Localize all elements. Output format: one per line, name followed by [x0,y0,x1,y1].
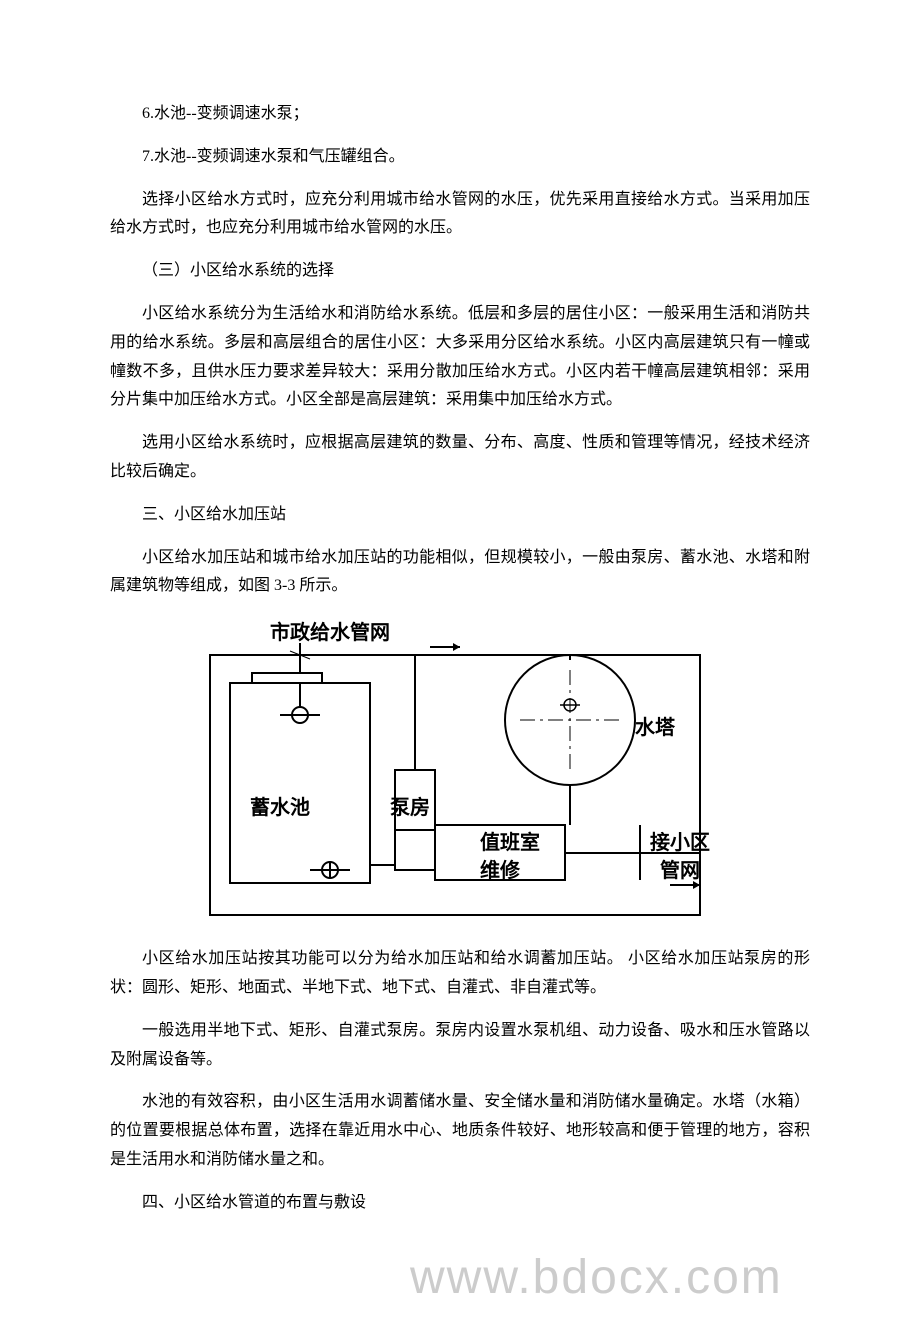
label-repair: 维修 [480,853,520,889]
paragraph-item-7: 7.水池--变频调速水泵和气压罐组合。 [110,143,810,172]
paragraph-pressurization-station: 小区给水加压站和城市给水加压站的功能相似，但规模较小，一般由泵房、蓄水池、水塔和… [110,544,810,602]
heading-section-3: 三、小区给水加压站 [110,501,810,530]
label-watertower: 水塔 [635,710,675,746]
paragraph-station-function: 小区给水加压站按其功能可以分为给水加压站和给水调蓄加压站。 小区给水加压站泵房的… [110,945,810,1003]
watermark-text: www.bdocx.com [410,1235,783,1321]
label-reservoir: 蓄水池 [250,790,310,826]
diagram-svg [170,615,730,925]
diagram-figure-3-3: www.bdocx.com 市政给水管网 [170,615,730,925]
heading-section-4: 四、小区给水管道的布置与敷设 [110,1189,810,1218]
paragraph-item-6: 6.水池--变频调速水泵； [110,100,810,129]
label-connect-2: 管网 [660,853,700,889]
paragraph-pool-capacity: 水池的有效容积，由小区生活用水调蓄储水量、安全储水量和消防储水量确定。水塔（水箱… [110,1088,810,1174]
heading-subsection-3: （三）小区给水系统的选择 [110,257,810,286]
paragraph-pumphouse-type: 一般选用半地下式、矩形、自灌式泵房。泵房内设置水泵机组、动力设备、吸水和压水管路… [110,1017,810,1075]
paragraph-system-selection: 选用小区给水系统时，应根据高层建筑的数量、分布、高度、性质和管理等情况，经技术经… [110,429,810,487]
paragraph-system-types: 小区给水系统分为生活给水和消防给水系统。低层和多层的居住小区：一般采用生活和消防… [110,300,810,415]
label-pumphouse: 泵房 [390,790,430,826]
paragraph-method-selection: 选择小区给水方式时，应充分利用城市给水管网的水压，优先采用直接给水方式。当采用加… [110,186,810,244]
